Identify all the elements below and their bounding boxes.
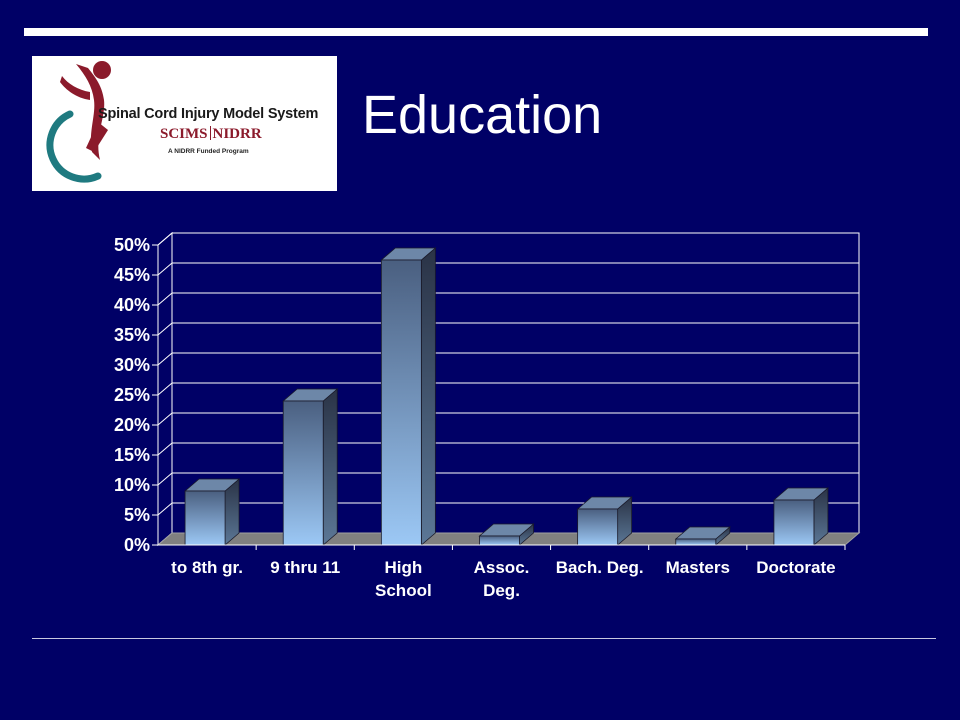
gridline-side — [157, 502, 173, 516]
bar-side — [420, 247, 436, 546]
scims-logo: Spinal Cord Injury Model System SCIMS NID… — [32, 56, 337, 191]
top-rule — [24, 28, 928, 36]
y-tick-label: 5% — [124, 505, 150, 525]
bar — [577, 508, 619, 546]
x-tick-label: 9 thru 11 — [270, 558, 340, 577]
x-tick-label: Deg. — [483, 581, 520, 600]
y-tick-label: 15% — [114, 445, 150, 465]
gridline-side — [157, 322, 173, 336]
gridline-side — [157, 292, 173, 306]
x-tick-label: Masters — [666, 558, 730, 577]
y-tick-label: 0% — [124, 535, 150, 555]
gridline-side — [157, 382, 173, 396]
y-tick-label: 40% — [114, 295, 150, 315]
gridline-side — [157, 472, 173, 486]
logo-sub-left: SCIMS — [160, 126, 208, 142]
bar — [675, 538, 717, 546]
bar — [282, 400, 324, 546]
x-tick-label: School — [375, 581, 432, 600]
y-tick-label: 30% — [114, 355, 150, 375]
x-tick-label: High — [384, 558, 422, 577]
logo-tagline: A NIDRR Funded Program — [168, 148, 249, 155]
y-tick-label: 20% — [114, 415, 150, 435]
x-tick-label: Doctorate — [756, 558, 835, 577]
x-tick-label: Bach. Deg. — [556, 558, 644, 577]
y-tick-label: 25% — [114, 385, 150, 405]
bar — [773, 499, 815, 546]
logo-sub-right: NIDRR — [212, 126, 262, 142]
wheelchair-figure-icon — [46, 61, 111, 183]
gridline-side — [157, 232, 173, 246]
y-tick-label: 50% — [114, 235, 150, 255]
logo-name: Spinal Cord Injury Model System — [98, 106, 319, 122]
y-tick-label: 45% — [114, 265, 150, 285]
y-tick-label: 10% — [114, 475, 150, 495]
bar — [184, 490, 226, 546]
logo-subtitle: SCIMS NIDRR — [160, 126, 262, 143]
bar — [380, 259, 422, 546]
x-tick-label: Assoc. — [474, 558, 530, 577]
gridline-side — [157, 262, 173, 276]
gridline-side — [157, 412, 173, 426]
x-tick-label: to 8th gr. — [171, 558, 243, 577]
bar — [479, 535, 520, 546]
gridline-side — [157, 352, 173, 366]
y-tick-label: 35% — [114, 325, 150, 345]
bar-side — [322, 388, 338, 546]
gridline-side — [157, 442, 173, 456]
bottom-rule — [32, 638, 936, 639]
slide-title: Education — [362, 85, 603, 145]
